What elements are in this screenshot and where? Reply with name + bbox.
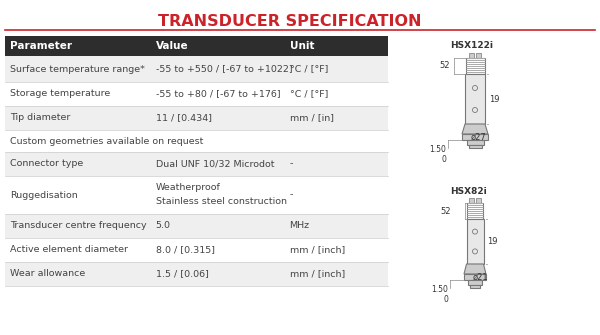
Bar xyxy=(467,203,483,219)
Bar xyxy=(462,134,488,140)
Bar xyxy=(464,274,486,280)
Bar xyxy=(467,219,484,264)
Text: ø27: ø27 xyxy=(471,133,487,141)
Text: Connector type: Connector type xyxy=(10,159,83,169)
Text: 1.50
0: 1.50 0 xyxy=(431,285,448,305)
Text: 1.5 / [0.06]: 1.5 / [0.06] xyxy=(155,269,208,278)
Text: Dual UNF 10/32 Microdot: Dual UNF 10/32 Microdot xyxy=(155,159,274,169)
Text: 1.50
0: 1.50 0 xyxy=(429,145,446,164)
Text: Surface temperature range*: Surface temperature range* xyxy=(10,65,145,73)
Text: mm / [inch]: mm / [inch] xyxy=(290,269,345,278)
Bar xyxy=(465,74,485,124)
Bar xyxy=(470,285,480,288)
Bar xyxy=(5,214,388,238)
Text: Transducer centre frequency: Transducer centre frequency xyxy=(10,221,146,230)
Text: °C / [°F]: °C / [°F] xyxy=(290,65,328,73)
Bar xyxy=(469,145,482,148)
Text: HSX82i: HSX82i xyxy=(450,187,487,196)
Text: 52: 52 xyxy=(439,62,449,70)
Text: Tip diameter: Tip diameter xyxy=(10,114,70,123)
Text: Weatherproof: Weatherproof xyxy=(155,184,220,193)
Polygon shape xyxy=(462,124,488,134)
Bar xyxy=(467,140,484,145)
Text: Parameter: Parameter xyxy=(10,41,72,51)
Text: Custom geometries available on request: Custom geometries available on request xyxy=(10,136,203,145)
Text: -: - xyxy=(290,159,293,169)
Text: Unit: Unit xyxy=(290,41,314,51)
Polygon shape xyxy=(464,264,486,274)
Bar xyxy=(5,82,388,106)
Text: 19: 19 xyxy=(489,94,499,104)
Bar xyxy=(476,53,481,58)
Bar xyxy=(469,53,474,58)
Text: °C / [°F]: °C / [°F] xyxy=(290,89,328,98)
Bar xyxy=(5,56,388,82)
Bar xyxy=(5,176,388,214)
Bar xyxy=(5,36,388,56)
Text: -55 to +550 / [-67 to +1022]: -55 to +550 / [-67 to +1022] xyxy=(155,65,292,73)
Bar xyxy=(466,58,485,74)
Text: Active element diameter: Active element diameter xyxy=(10,246,128,255)
Text: mm / [in]: mm / [in] xyxy=(290,114,334,123)
Text: Value: Value xyxy=(155,41,188,51)
Text: mm / [inch]: mm / [inch] xyxy=(290,246,345,255)
Text: 5.0: 5.0 xyxy=(155,221,170,230)
Text: TRANSDUCER SPECIFICATION: TRANSDUCER SPECIFICATION xyxy=(158,14,422,29)
Bar xyxy=(476,198,481,203)
Bar xyxy=(5,238,388,262)
Text: MHz: MHz xyxy=(290,221,310,230)
Text: -: - xyxy=(290,191,293,200)
Text: Ruggedisation: Ruggedisation xyxy=(10,191,78,200)
Text: 19: 19 xyxy=(487,237,498,246)
Text: -55 to +80 / [-67 to +176]: -55 to +80 / [-67 to +176] xyxy=(155,89,280,98)
Text: HSX122i: HSX122i xyxy=(450,42,493,51)
Text: 11 / [0.434]: 11 / [0.434] xyxy=(155,114,212,123)
Text: Stainless steel construction: Stainless steel construction xyxy=(155,198,287,206)
Text: 8.0 / [0.315]: 8.0 / [0.315] xyxy=(155,246,215,255)
Text: 52: 52 xyxy=(440,206,451,215)
Text: Wear allowance: Wear allowance xyxy=(10,269,85,278)
Bar xyxy=(5,262,388,286)
Bar xyxy=(469,198,474,203)
Bar xyxy=(5,130,388,152)
Bar xyxy=(5,106,388,130)
Text: ø21: ø21 xyxy=(473,272,488,281)
Text: Storage temperature: Storage temperature xyxy=(10,89,110,98)
Bar xyxy=(468,280,482,285)
Bar xyxy=(5,152,388,176)
